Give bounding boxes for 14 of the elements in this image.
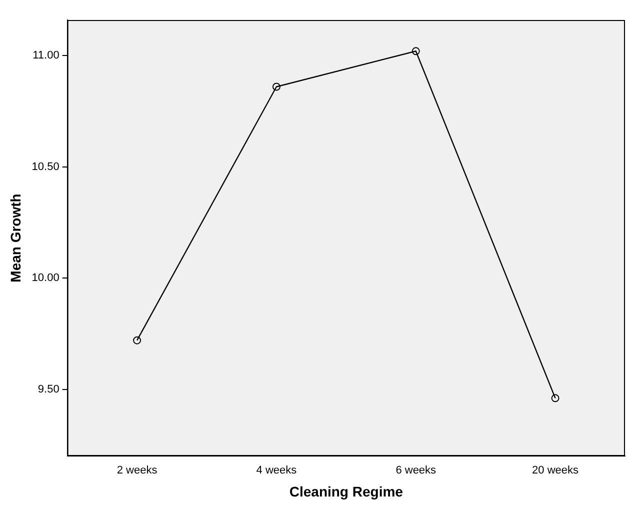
y-tick-label: 9.50 xyxy=(38,383,60,396)
x-tick-label: 20 weeks xyxy=(532,464,580,477)
y-axis-title: Mean Growth xyxy=(7,194,24,282)
x-tick-label: 6 weeks xyxy=(396,464,437,477)
point xyxy=(272,82,280,91)
point xyxy=(551,394,560,402)
x-tick-label: 2 weeks xyxy=(116,464,158,477)
y-tick-label: 11.00 xyxy=(32,50,60,62)
x-axis-title: Cleaning Regime xyxy=(289,483,404,500)
point xyxy=(412,47,420,56)
y-tick-label: 10.50 xyxy=(32,160,60,173)
y-tick-label: 10.00 xyxy=(32,272,60,284)
point xyxy=(133,336,142,344)
x-tick-label: 4 weeks xyxy=(256,464,298,477)
